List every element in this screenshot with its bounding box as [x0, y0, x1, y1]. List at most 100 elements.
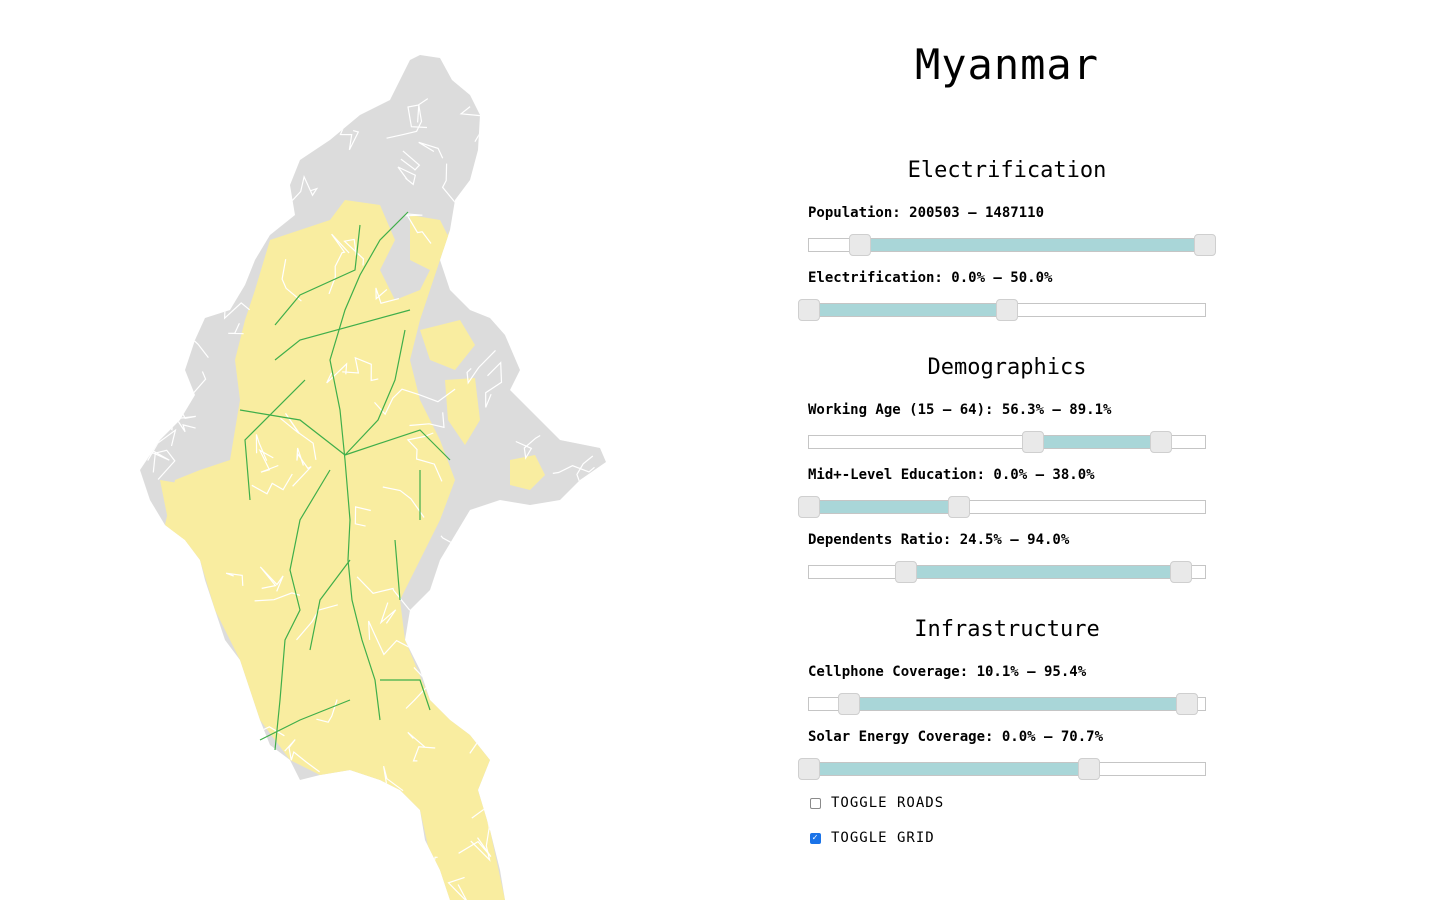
- region-border: [447, 876, 469, 900]
- region-border: [238, 851, 261, 872]
- region-border: [292, 447, 312, 487]
- slider-max-handle[interactable]: [996, 299, 1018, 321]
- region-border: [492, 228, 519, 250]
- region-border: [159, 136, 179, 177]
- region-border: [458, 837, 492, 857]
- region-border: [326, 362, 348, 384]
- region-border: [499, 831, 531, 841]
- region-border: [168, 140, 187, 168]
- region-border: [354, 506, 371, 527]
- slider-min-handle[interactable]: [798, 758, 820, 780]
- slider-min-handle[interactable]: [895, 561, 918, 583]
- region-border: [140, 241, 165, 291]
- region-border: [466, 349, 496, 385]
- region-border: [493, 641, 569, 668]
- region-border: [368, 620, 415, 656]
- region-border: [342, 356, 379, 382]
- slider-min-handle[interactable]: [849, 234, 872, 256]
- region-border: [386, 104, 423, 139]
- toggle-grid[interactable]: ✓ TOGGLE GRID: [810, 830, 935, 846]
- region-border: [219, 146, 254, 168]
- population-slider[interactable]: [808, 234, 1216, 256]
- slider-max-handle[interactable]: [1077, 758, 1100, 780]
- region-border: [328, 233, 350, 295]
- slider-range: [809, 501, 960, 513]
- region-border: [561, 854, 574, 870]
- region-border: [168, 366, 189, 396]
- electrification-label: Electrification: 0.0% – 50.0%: [808, 270, 1053, 286]
- toggle-grid-checkbox[interactable]: ✓: [810, 832, 821, 844]
- slider-min-handle[interactable]: [798, 299, 820, 321]
- region-border: [538, 716, 576, 747]
- region-border: [485, 793, 506, 831]
- region-border: [225, 572, 244, 586]
- slider-range: [860, 239, 1205, 251]
- region-border: [405, 213, 432, 244]
- region-border: [147, 428, 177, 461]
- dependents-ratio-slider[interactable]: [808, 561, 1206, 583]
- cellphone-coverage-slider[interactable]: [808, 693, 1206, 715]
- region-border: [228, 322, 244, 335]
- region-border: [552, 465, 595, 474]
- toggle-roads-label: TOGGLE ROADS: [831, 795, 945, 811]
- region-border: [470, 807, 491, 862]
- electrification-slider[interactable]: [798, 299, 1206, 321]
- region-border: [219, 679, 239, 707]
- slider-min-handle[interactable]: [798, 496, 820, 518]
- region-border: [152, 449, 176, 480]
- region-border: [379, 602, 397, 625]
- region-border: [397, 166, 416, 186]
- slider-max-handle[interactable]: [1150, 431, 1173, 453]
- region-border: [158, 406, 176, 431]
- region-border: [400, 150, 421, 171]
- slider-max-handle[interactable]: [1194, 234, 1216, 256]
- slider-range: [809, 304, 1007, 316]
- region-border: [407, 731, 436, 762]
- toggle-roads[interactable]: TOGGLE ROADS: [810, 795, 944, 811]
- region-border: [163, 547, 191, 586]
- region-border: [284, 739, 320, 773]
- region-border: [583, 657, 603, 685]
- region-border: [277, 787, 294, 825]
- region-border: [237, 60, 273, 95]
- region-border: [158, 775, 178, 816]
- region-border: [280, 413, 317, 460]
- region-border: [340, 777, 353, 791]
- myanmar-map[interactable]: [0, 0, 760, 900]
- region-border: [418, 141, 444, 159]
- region-border: [251, 473, 293, 495]
- slider-max-handle[interactable]: [1170, 561, 1193, 583]
- region-border: [305, 806, 348, 842]
- solar-coverage-label: Solar Energy Coverage: 0.0% – 70.7%: [808, 729, 1104, 745]
- region-border: [406, 432, 443, 482]
- slider-min-handle[interactable]: [837, 693, 860, 715]
- region-border: [226, 813, 244, 865]
- region-border: [540, 242, 572, 278]
- region-border: [316, 699, 338, 723]
- region-border: [481, 165, 532, 210]
- map-svg[interactable]: [0, 0, 760, 900]
- region-border: [356, 576, 411, 611]
- toggle-roads-checkbox[interactable]: [810, 797, 821, 809]
- working-age-slider[interactable]: [808, 431, 1206, 453]
- cellphone-coverage-label: Cellphone Coverage: 10.1% – 95.4%: [808, 664, 1087, 680]
- region-border: [457, 582, 490, 604]
- slider-max-handle[interactable]: [1175, 693, 1198, 715]
- region-border: [224, 843, 257, 877]
- slider-min-handle[interactable]: [1021, 431, 1044, 453]
- region-border: [272, 769, 296, 808]
- region-border: [140, 303, 150, 325]
- section-title-infrastructure: Infrastructure: [914, 617, 1100, 642]
- region-border: [343, 238, 365, 266]
- region-border: [449, 554, 469, 576]
- region-border: [515, 434, 541, 460]
- slider-range: [906, 566, 1182, 578]
- education-slider[interactable]: [798, 496, 1206, 518]
- region-border: [300, 68, 361, 100]
- solar-coverage-slider[interactable]: [798, 758, 1206, 780]
- slider-range: [809, 763, 1089, 775]
- highlighted-regions[interactable]: [160, 200, 545, 900]
- slider-range: [1032, 436, 1162, 448]
- region-border: [259, 566, 284, 592]
- slider-max-handle[interactable]: [948, 496, 971, 518]
